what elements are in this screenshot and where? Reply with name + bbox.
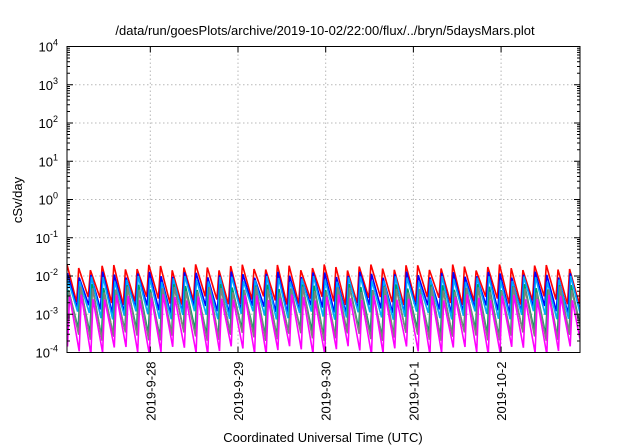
y-tick-exponent: -2: [50, 267, 58, 277]
series-line: [67, 294, 580, 353]
y-tick-exponent: 2: [53, 114, 58, 124]
chart-title: /data/run/goesPlots/archive/2019-10-02/2…: [115, 23, 535, 38]
y-tick-base: 10: [39, 193, 53, 208]
y-tick-base: 10: [36, 269, 50, 284]
y-tick-exponent: -4: [50, 344, 58, 354]
x-axis-label: Coordinated Universal Time (UTC): [223, 430, 422, 445]
y-tick-label: 101: [39, 152, 58, 169]
y-tick-base: 10: [39, 78, 53, 93]
y-tick-label: 10-2: [36, 267, 58, 284]
y-tick-label: 103: [39, 76, 58, 93]
y-tick-label: 10-4: [36, 344, 58, 361]
x-tick-label: 2019-9-29: [231, 362, 246, 421]
x-tick-label: 2019-9-28: [143, 362, 158, 421]
series-line: [67, 271, 580, 314]
x-tick-label: 2019-10-1: [406, 362, 421, 421]
y-tick-base: 10: [36, 346, 50, 361]
y-tick-exponent: -3: [50, 305, 58, 315]
data-series: [67, 264, 580, 353]
y-tick-label: 100: [39, 191, 58, 208]
y-tick-label: 10-1: [36, 229, 58, 246]
y-tick-base: 10: [36, 307, 50, 322]
y-tick-exponent: -1: [50, 229, 58, 239]
y-tick-exponent: 3: [53, 76, 58, 86]
x-tick-label: 2019-10-2: [494, 362, 509, 421]
series-line: [67, 264, 580, 306]
y-tick-exponent: 4: [53, 38, 58, 48]
y-axis-label: cSv/day: [10, 176, 25, 223]
y-tick-label: 102: [39, 114, 58, 131]
series-line: [67, 275, 580, 320]
x-axis-ticks: 2019-9-28 2019-9-29 2019-9-30 2019-10-1 2019…: [143, 46, 509, 421]
y-tick-exponent: 0: [53, 191, 58, 201]
y-tick-base: 10: [39, 40, 53, 55]
y-tick-exponent: 1: [53, 152, 58, 162]
y-tick-base: 10: [39, 154, 53, 169]
y-tick-label: 10-3: [36, 305, 58, 322]
y-tick-base: 10: [39, 116, 53, 131]
y-tick-base: 10: [36, 231, 50, 246]
x-tick-label: 2019-9-30: [319, 362, 334, 421]
y-tick-label: 104: [39, 38, 58, 55]
